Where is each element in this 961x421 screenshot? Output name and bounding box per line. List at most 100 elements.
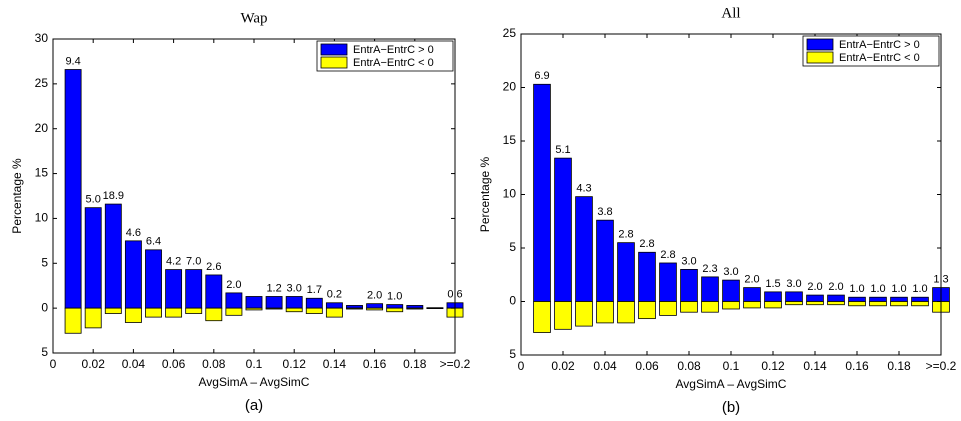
bar <box>743 287 761 302</box>
bar <box>225 292 243 309</box>
bar <box>596 301 614 324</box>
legend-label: EntrA−EntrC < 0 <box>353 57 434 69</box>
bar <box>225 307 243 316</box>
bar-label: 4.3 <box>576 183 591 195</box>
bar <box>325 307 343 318</box>
legend-label: EntrA−EntrC < 0 <box>839 52 920 64</box>
bar <box>911 301 929 307</box>
bar <box>165 307 183 318</box>
bar-label: 1.7 <box>307 284 322 296</box>
bar-label: 3.0 <box>786 278 801 290</box>
bar <box>325 302 343 309</box>
bar <box>659 301 677 316</box>
bar <box>346 305 363 309</box>
bar-label: 1.0 <box>849 283 864 295</box>
y-tick-label: 5 <box>509 240 516 254</box>
bar-label: 9.4 <box>65 55 80 67</box>
bar-label: 4.2 <box>166 255 181 267</box>
bar <box>533 301 551 333</box>
bar <box>64 307 82 334</box>
legend-label: EntrA−EntrC > 0 <box>839 39 920 51</box>
bar-label: 2.8 <box>639 238 654 250</box>
legend-swatch <box>320 56 348 69</box>
bar-label: 3.0 <box>723 266 738 278</box>
bar-label: 2.8 <box>660 249 675 261</box>
bar-label: 3.0 <box>287 282 302 294</box>
bar <box>145 307 162 318</box>
x-tick-label: 0.14 <box>803 359 827 373</box>
bar-label: 0.2 <box>327 289 342 301</box>
bar <box>245 296 263 309</box>
bar-label: 6.9 <box>534 70 549 82</box>
bar <box>617 301 635 324</box>
bar <box>554 157 572 302</box>
x-tick-label: 0.12 <box>283 357 307 371</box>
bar <box>205 274 223 309</box>
bar <box>165 269 183 309</box>
caption: (b) <box>722 399 740 416</box>
bar <box>406 307 424 310</box>
bar-label: 2.0 <box>226 279 241 291</box>
bar <box>285 296 303 309</box>
bar-label: 2.8 <box>618 229 633 241</box>
x-tick-label: 0.08 <box>202 357 226 371</box>
x-tick-label: 0.06 <box>635 359 659 373</box>
bar <box>205 307 223 322</box>
caption: (a) <box>245 397 263 414</box>
x-tick-label: 0 <box>518 359 525 373</box>
bar-label: 3.8 <box>597 206 612 218</box>
bar-label: 2.0 <box>807 281 822 293</box>
bar-label: 3.0 <box>681 255 696 267</box>
y-axis-label: Percentage % <box>10 158 24 234</box>
bar <box>743 301 761 309</box>
y-tick-label: 15 <box>503 133 517 147</box>
bar <box>806 294 824 302</box>
bar-label: 4.6 <box>126 227 141 239</box>
bar <box>869 301 887 307</box>
y-tick-label: 30 <box>35 31 49 45</box>
bar <box>890 301 908 307</box>
y-tick-label: 20 <box>35 121 49 135</box>
bar-label: 1.0 <box>891 283 906 295</box>
bar <box>406 305 424 309</box>
bar <box>305 307 323 314</box>
y-tick-label: 25 <box>35 76 49 90</box>
bar <box>386 304 404 309</box>
x-tick-label: 0.02 <box>551 359 575 373</box>
y-tick-label: 5 <box>41 255 48 269</box>
bar <box>265 296 283 309</box>
chart-title: All <box>721 5 740 21</box>
bar-label: 2.0 <box>367 290 382 302</box>
x-tick-label: 0.1 <box>246 357 263 371</box>
y-tick-label: 5 <box>509 347 516 361</box>
bar <box>617 242 635 302</box>
bar <box>638 251 656 302</box>
bar <box>185 269 203 309</box>
bar <box>84 307 102 329</box>
bar-label: 5.1 <box>555 144 570 156</box>
bar-label: 7.0 <box>186 255 201 267</box>
x-tick-label: >=0.2 <box>440 357 471 371</box>
bar <box>596 219 614 302</box>
x-tick-label: 0.08 <box>677 359 701 373</box>
bar <box>638 301 656 320</box>
bar <box>848 296 866 302</box>
x-tick-label: 0.12 <box>761 359 785 373</box>
y-tick-label: 0 <box>41 300 48 314</box>
y-tick-label: 10 <box>503 187 517 201</box>
bar <box>145 249 162 309</box>
bar <box>285 307 303 313</box>
legend-label: EntrA−EntrC > 0 <box>353 44 434 56</box>
legend-swatch <box>806 51 834 64</box>
x-tick-label: 0.1 <box>723 359 740 373</box>
x-tick-label: >=0.2 <box>926 359 957 373</box>
y-axis-label: Percentage % <box>478 156 492 232</box>
bar <box>366 303 384 309</box>
y-tick-label: 15 <box>35 166 49 180</box>
bar <box>680 268 698 302</box>
bar-label: 2.0 <box>744 273 759 285</box>
bar <box>848 301 866 307</box>
bar <box>386 307 404 313</box>
bar-label: 2.6 <box>206 261 221 273</box>
bar-label: 2.3 <box>702 263 717 275</box>
